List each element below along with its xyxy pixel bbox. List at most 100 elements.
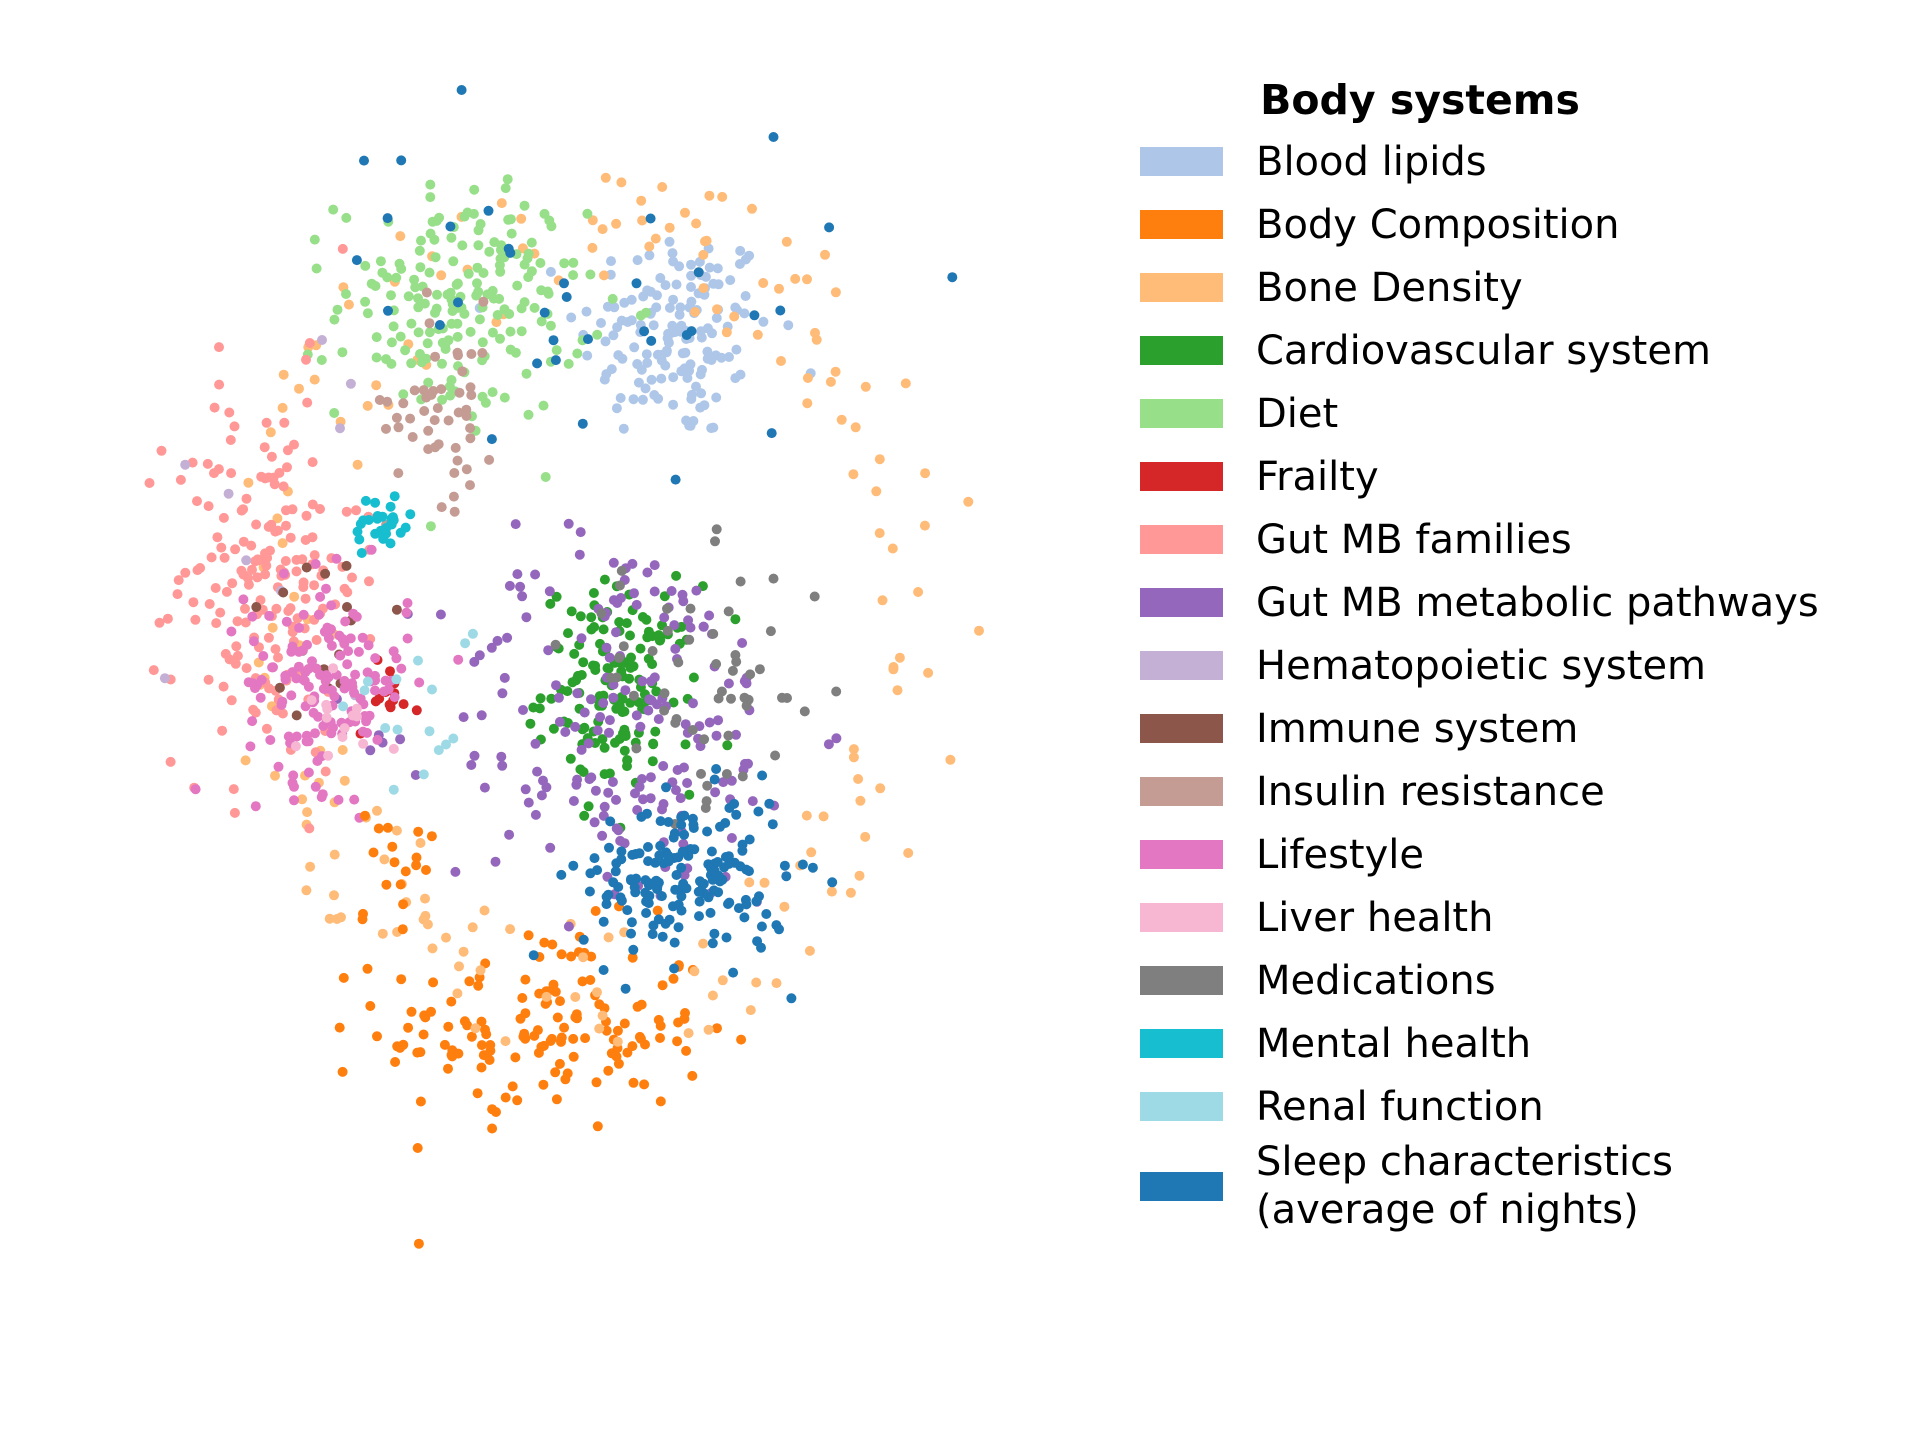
scatter-point: [357, 632, 368, 643]
scatter-point: [848, 469, 859, 480]
scatter-point: [569, 648, 580, 659]
legend-swatch: [1140, 1092, 1223, 1121]
scatter-point: [660, 360, 671, 371]
scatter-point: [579, 707, 590, 718]
scatter-point: [585, 269, 596, 280]
scatter-point: [379, 854, 390, 865]
scatter-point: [637, 215, 648, 226]
scatter-point: [190, 614, 201, 625]
scatter-point: [350, 669, 361, 680]
scatter-point: [225, 435, 236, 445]
scatter-point: [512, 280, 523, 291]
scatter-point: [264, 683, 275, 694]
scatter-point: [406, 358, 417, 369]
scatter-point: [723, 899, 733, 909]
scatter-point: [459, 1016, 470, 1027]
scatter-point: [566, 606, 577, 617]
scatter-point: [241, 555, 252, 566]
scatter-point: [644, 890, 655, 901]
scatter-point: [470, 1023, 481, 1034]
scatter-point: [400, 522, 411, 533]
legend-entry: Lifestyle: [1140, 823, 1900, 886]
scatter-point: [775, 305, 786, 316]
scatter-point: [518, 705, 528, 715]
scatter-point: [650, 726, 661, 737]
scatter-point: [548, 335, 559, 346]
scatter-point: [437, 394, 448, 405]
scatter-point: [781, 236, 792, 247]
scatter-point: [616, 895, 627, 906]
scatter-point: [282, 445, 293, 456]
scatter-point: [341, 560, 352, 571]
scatter-point: [415, 1047, 426, 1058]
scatter-point: [608, 595, 619, 606]
scatter-point: [545, 598, 556, 609]
scatter-point: [398, 699, 409, 710]
scatter-point: [830, 287, 841, 298]
scatter-point: [727, 665, 738, 676]
scatter-point: [214, 342, 224, 353]
scatter-point: [680, 719, 691, 730]
scatter-point: [634, 781, 645, 792]
scatter-point: [266, 451, 277, 462]
scatter-point: [606, 256, 616, 267]
scatter-point: [649, 586, 660, 597]
scatter-point: [256, 674, 267, 685]
scatter-point: [682, 778, 693, 788]
scatter-point: [607, 293, 618, 304]
scatter-point: [802, 373, 813, 383]
scatter-point: [535, 258, 546, 268]
scatter-point: [698, 621, 709, 632]
scatter-point: [339, 638, 350, 649]
scatter-point: [765, 626, 776, 637]
scatter-point: [650, 233, 661, 244]
scatter-point: [365, 1001, 376, 1011]
scatter-point: [658, 761, 669, 771]
legend-label: Cardiovascular system: [1256, 327, 1711, 374]
scatter-point: [388, 513, 398, 524]
scatter-point: [285, 603, 296, 614]
scatter-point: [687, 725, 698, 735]
scatter-point: [759, 877, 770, 888]
scatter-point: [620, 728, 631, 739]
scatter-point: [352, 459, 363, 470]
scatter-point: [476, 1016, 487, 1027]
scatter-point: [551, 591, 562, 602]
scatter-point: [611, 627, 621, 638]
scatter-point: [301, 885, 312, 896]
scatter-point: [751, 977, 762, 988]
scatter-point: [273, 652, 283, 663]
scatter-point: [676, 366, 687, 377]
scatter-point: [556, 949, 567, 960]
scatter-point: [655, 1096, 666, 1107]
scatter-point: [307, 499, 318, 510]
scatter-point: [451, 279, 462, 290]
scatter-point: [416, 235, 426, 246]
scatter-point: [432, 403, 443, 414]
legend-entry: Body Composition: [1140, 193, 1900, 256]
scatter-point: [616, 846, 627, 857]
scatter-point: [475, 965, 486, 976]
scatter-point: [486, 642, 497, 653]
scatter-point: [741, 700, 752, 711]
scatter-point: [698, 938, 709, 949]
scatter-point: [282, 462, 292, 473]
scatter-point: [479, 782, 490, 793]
scatter-point: [731, 729, 741, 740]
scatter-point: [418, 385, 429, 396]
scatter-point: [395, 331, 406, 342]
scatter-point: [806, 847, 817, 858]
legend-label: Frailty: [1256, 453, 1379, 500]
scatter-point: [613, 350, 624, 361]
scatter-point: [731, 344, 742, 355]
scatter-point: [702, 323, 713, 334]
scatter-point: [600, 172, 611, 183]
scatter-point: [555, 996, 565, 1007]
scatter-point: [321, 583, 331, 594]
scatter-point: [689, 966, 700, 977]
scatter-point: [238, 536, 249, 547]
scatter-point: [221, 586, 232, 597]
scatter-point: [850, 422, 861, 433]
scatter-point: [311, 263, 322, 274]
scatter-point: [382, 213, 393, 224]
